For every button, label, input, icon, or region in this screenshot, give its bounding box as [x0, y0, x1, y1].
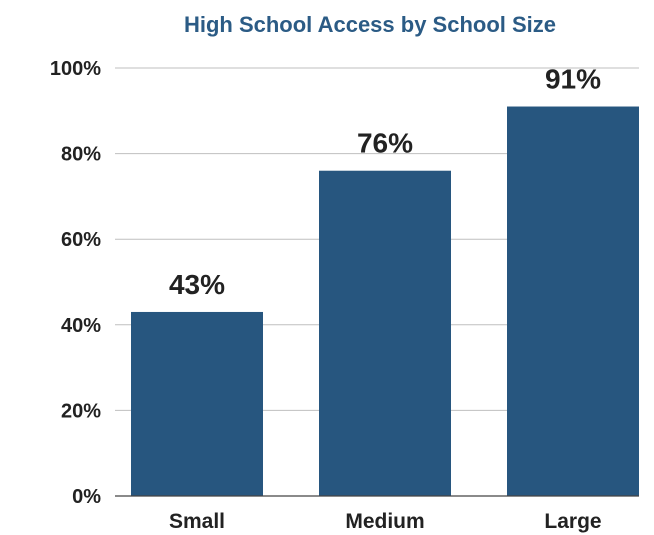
data-label: 76%	[357, 128, 413, 159]
y-tick-label: 80%	[61, 144, 101, 166]
bar-large	[507, 106, 639, 497]
bar-medium	[319, 170, 451, 496]
y-tick-label: 100%	[50, 58, 101, 80]
bars	[131, 106, 639, 497]
data-label: 43%	[169, 269, 225, 300]
x-tick-label: Large	[544, 510, 601, 533]
chart-title: High School Access by School Size	[184, 12, 556, 37]
bar-small	[131, 311, 263, 496]
data-label: 91%	[545, 64, 601, 95]
y-tick-label: 20%	[61, 400, 101, 422]
y-tick-label: 40%	[61, 315, 101, 337]
x-tick-label: Medium	[345, 510, 424, 533]
data-labels: 43% 76% 91%	[169, 64, 601, 300]
x-axis-tick-labels: Small Medium Large	[169, 510, 602, 533]
y-tick-label: 0%	[72, 486, 101, 508]
y-axis-tick-labels: 0% 20% 40% 60% 80% 100%	[50, 58, 101, 508]
y-tick-label: 60%	[61, 229, 101, 251]
x-tick-label: Small	[169, 510, 225, 533]
